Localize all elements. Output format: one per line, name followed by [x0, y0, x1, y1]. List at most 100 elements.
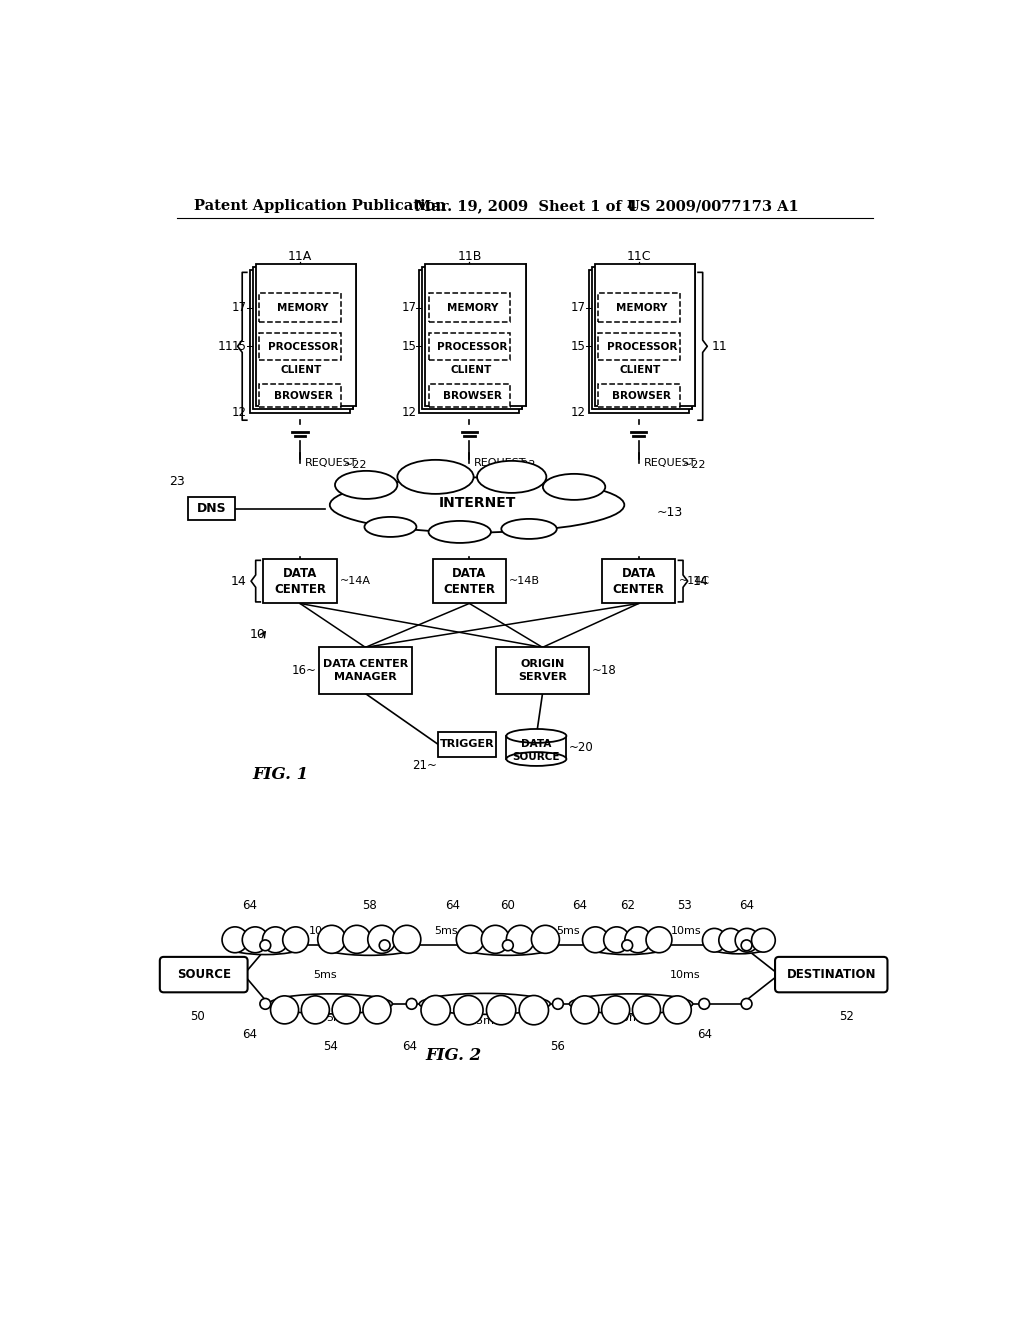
Circle shape	[531, 925, 559, 953]
Text: REQUEST: REQUEST	[474, 458, 526, 467]
Bar	[263, 558, 337, 603]
Text: BROWSER: BROWSER	[273, 391, 333, 400]
FancyBboxPatch shape	[429, 384, 510, 407]
Text: PROCESSOR: PROCESSOR	[268, 342, 338, 351]
Circle shape	[393, 925, 421, 953]
Ellipse shape	[397, 459, 473, 494]
FancyBboxPatch shape	[259, 293, 341, 322]
Text: ~18: ~18	[592, 664, 616, 677]
Bar	[497, 647, 589, 693]
Text: REQUEST: REQUEST	[643, 458, 696, 467]
Bar	[506, 737, 566, 759]
Ellipse shape	[477, 461, 547, 492]
Text: DATA
CENTER: DATA CENTER	[612, 566, 665, 595]
Text: 56: 56	[551, 1040, 565, 1053]
Text: ~13: ~13	[656, 506, 683, 519]
FancyBboxPatch shape	[429, 333, 510, 360]
Bar	[250, 271, 350, 412]
Bar	[438, 733, 496, 756]
Text: ~14B: ~14B	[509, 576, 540, 586]
Circle shape	[270, 995, 299, 1024]
Circle shape	[646, 927, 672, 953]
Ellipse shape	[707, 937, 772, 954]
Text: 15: 15	[401, 339, 416, 352]
Text: 14: 14	[230, 574, 247, 587]
Text: 62: 62	[620, 899, 635, 912]
Bar	[433, 558, 506, 603]
Text: SOURCE: SOURCE	[177, 968, 230, 981]
Text: 10: 10	[250, 628, 266, 640]
Bar	[602, 558, 676, 603]
Bar	[256, 264, 356, 407]
FancyBboxPatch shape	[259, 384, 341, 407]
Text: 12: 12	[401, 407, 416, 418]
Bar	[319, 647, 412, 693]
Circle shape	[633, 995, 660, 1024]
Ellipse shape	[319, 936, 419, 956]
Circle shape	[332, 995, 360, 1024]
Text: 64: 64	[739, 899, 754, 912]
Ellipse shape	[585, 936, 670, 954]
Text: DESTINATION: DESTINATION	[786, 968, 876, 981]
Text: MEMORY: MEMORY	[616, 302, 668, 313]
Text: 14: 14	[692, 574, 708, 587]
Circle shape	[222, 927, 248, 953]
Ellipse shape	[506, 729, 566, 743]
FancyBboxPatch shape	[160, 957, 248, 993]
Text: 5ms: 5ms	[556, 927, 580, 936]
Circle shape	[570, 995, 599, 1024]
Circle shape	[379, 940, 390, 950]
Circle shape	[260, 998, 270, 1010]
Text: 60: 60	[501, 899, 515, 912]
Text: REQUEST: REQUEST	[304, 458, 357, 467]
FancyBboxPatch shape	[598, 333, 680, 360]
Ellipse shape	[506, 752, 566, 766]
Text: ~20: ~20	[568, 741, 594, 754]
Text: ~14A: ~14A	[340, 576, 371, 586]
Text: 21~: 21~	[412, 759, 436, 772]
Circle shape	[407, 998, 417, 1010]
Text: DNS: DNS	[197, 502, 226, 515]
Text: 17: 17	[231, 301, 247, 314]
Circle shape	[519, 995, 549, 1024]
Circle shape	[719, 928, 742, 952]
Text: 5ms: 5ms	[434, 927, 458, 936]
Bar	[592, 267, 692, 409]
Text: 11C: 11C	[627, 251, 651, 264]
Circle shape	[481, 925, 509, 953]
Text: DATA
SOURCE: DATA SOURCE	[513, 739, 560, 762]
Text: 54: 54	[324, 1040, 338, 1053]
Text: ORIGIN
SERVER: ORIGIN SERVER	[518, 659, 567, 681]
Text: BROWSER: BROWSER	[612, 391, 672, 400]
Circle shape	[260, 940, 270, 950]
Bar	[589, 271, 689, 412]
Text: MEMORY: MEMORY	[278, 302, 329, 313]
Text: ~14C: ~14C	[679, 576, 710, 586]
Ellipse shape	[269, 994, 392, 1014]
Text: 11A: 11A	[288, 251, 312, 264]
Circle shape	[368, 925, 396, 953]
Text: 5ms: 5ms	[312, 970, 337, 979]
Ellipse shape	[429, 521, 490, 543]
Text: DATA
CENTER: DATA CENTER	[274, 566, 326, 595]
Text: PROCESSOR: PROCESSOR	[606, 342, 677, 351]
FancyBboxPatch shape	[775, 957, 888, 993]
Text: 10ms: 10ms	[309, 927, 340, 936]
Text: CLIENT: CLIENT	[451, 366, 492, 375]
Circle shape	[553, 998, 563, 1010]
Text: 23: 23	[169, 475, 184, 488]
Text: 64: 64	[572, 899, 587, 912]
Circle shape	[602, 995, 630, 1024]
Circle shape	[362, 995, 391, 1024]
FancyBboxPatch shape	[598, 384, 680, 407]
Text: ~22: ~22	[344, 459, 368, 470]
Text: 64: 64	[444, 899, 460, 912]
Circle shape	[752, 928, 775, 952]
Circle shape	[486, 995, 516, 1024]
Text: TRIGGER: TRIGGER	[439, 739, 495, 750]
Text: BROWSER: BROWSER	[443, 391, 502, 400]
Text: DATA CENTER
MANAGER: DATA CENTER MANAGER	[323, 659, 408, 681]
Text: MEMORY: MEMORY	[446, 302, 498, 313]
Text: 5ms: 5ms	[327, 1012, 350, 1023]
Circle shape	[622, 940, 633, 950]
